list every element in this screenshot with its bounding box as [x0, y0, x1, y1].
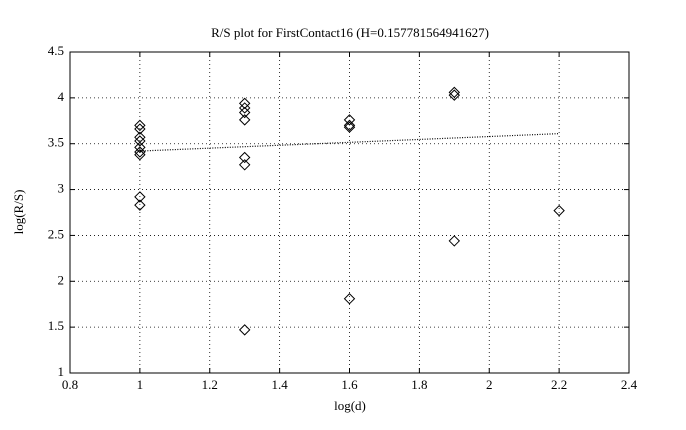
- data-point: [134, 149, 146, 161]
- data-point: [238, 151, 251, 164]
- data-point: [134, 146, 146, 158]
- x-tick-label: 1.8: [411, 377, 427, 392]
- y-tick-label: 4.5: [48, 43, 64, 58]
- plot-frame: [69, 51, 630, 374]
- data-point: [238, 324, 251, 336]
- data-point: [134, 135, 146, 147]
- y-tick-label: 2: [58, 272, 65, 287]
- x-tick-label: 1.4: [272, 377, 289, 392]
- data-point: [343, 121, 356, 133]
- x-tick-label: 0.8: [62, 377, 78, 392]
- data-point: [238, 106, 251, 119]
- data-point: [343, 114, 356, 126]
- data-point: [134, 123, 146, 135]
- y-tick-label: 2.5: [48, 226, 64, 241]
- data-point: [238, 97, 251, 110]
- data-point: [134, 191, 146, 203]
- y-tick-label: 3: [58, 181, 65, 196]
- x-tick-label: 2.2: [551, 377, 567, 392]
- x-tick-label: 2.4: [621, 377, 638, 392]
- data-point: [448, 86, 461, 99]
- data-point: [134, 141, 146, 154]
- data-point: [343, 293, 356, 305]
- y-tick-label: 1: [58, 364, 65, 379]
- data-point: [343, 119, 356, 132]
- data-point: [553, 204, 565, 217]
- x-axis-label: log(d): [334, 398, 366, 413]
- data-point: [448, 89, 461, 101]
- y-tick-label: 4: [58, 89, 65, 104]
- x-tick-label: 1.6: [341, 377, 358, 392]
- data-point: [238, 114, 251, 126]
- x-tick-label: 2: [486, 377, 493, 392]
- data-point: [238, 102, 251, 114]
- data-point: [448, 235, 461, 247]
- y-tick-label: 3.5: [48, 135, 64, 150]
- x-tick-label: 1: [137, 377, 144, 392]
- data-point: [238, 159, 251, 171]
- data-point: [134, 199, 146, 211]
- y-tick-label: 1.5: [48, 318, 64, 333]
- y-axis-label: log(R/S): [11, 190, 26, 235]
- data-point: [134, 119, 146, 132]
- chart-title: R/S plot for FirstContact16 (H=0.1577815…: [211, 25, 489, 40]
- x-tick-label: 1.2: [202, 377, 218, 392]
